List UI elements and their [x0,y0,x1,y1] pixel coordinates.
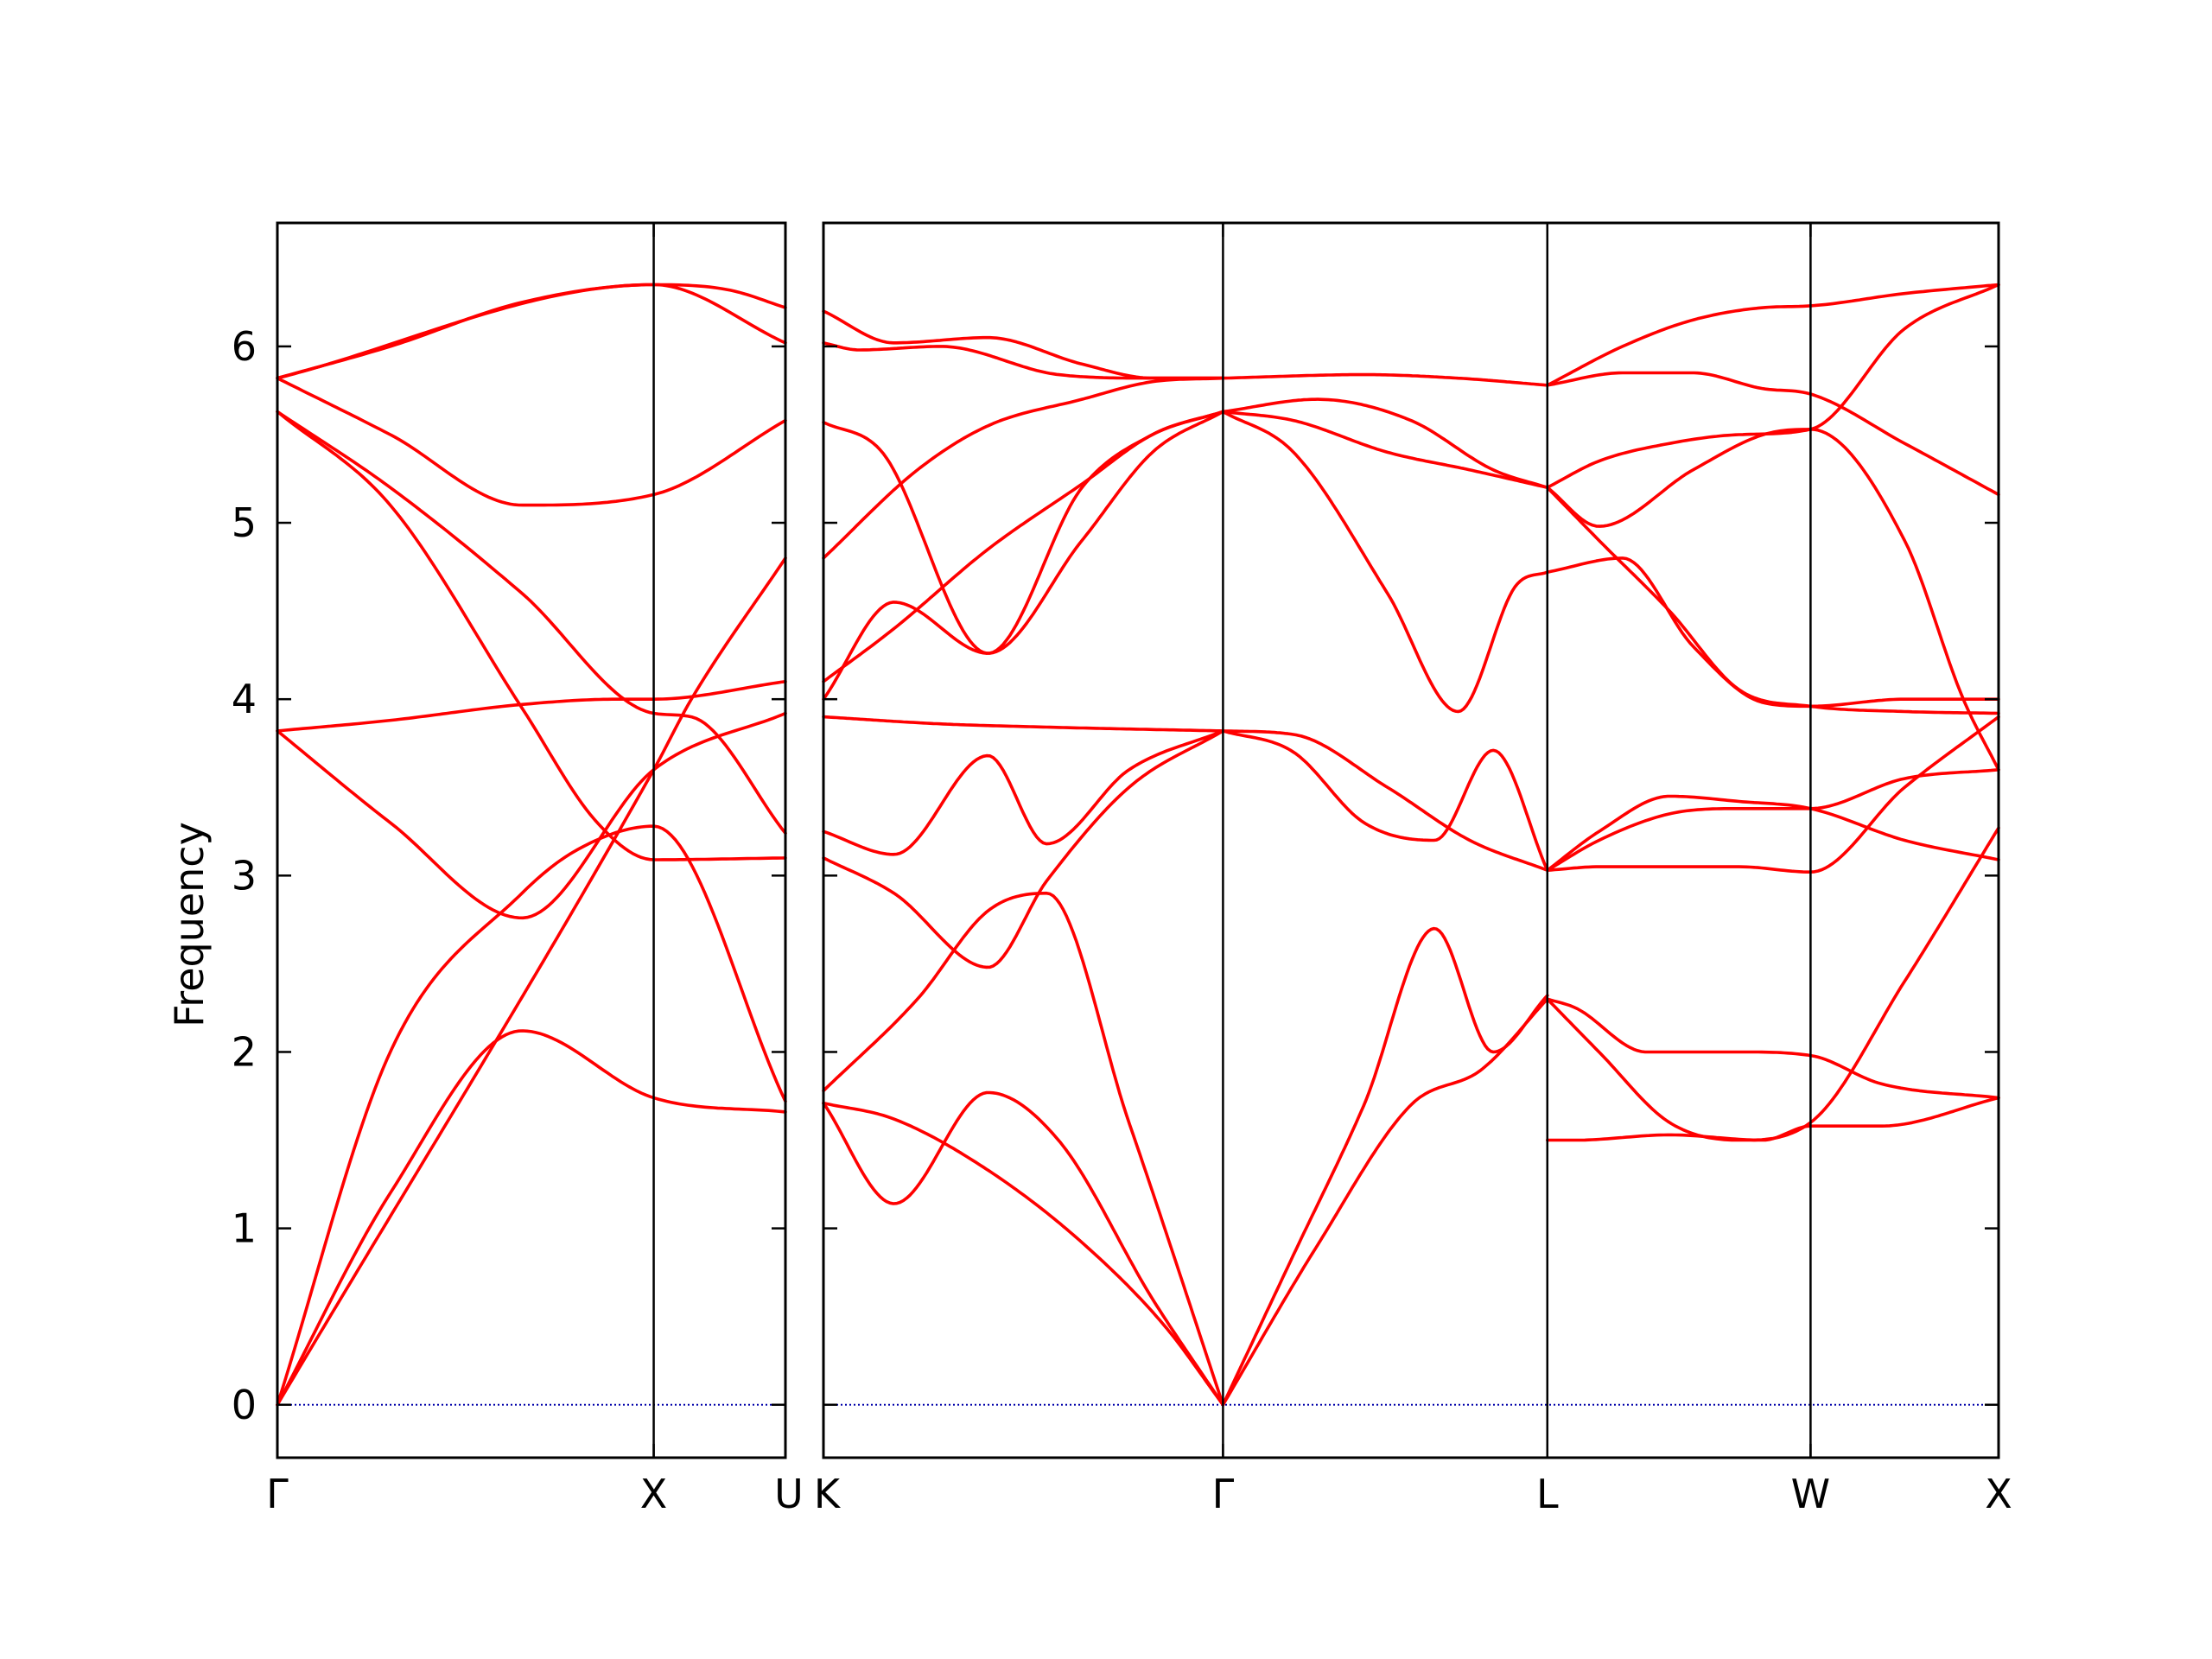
k-point-label: Γ [266,1471,289,1517]
k-point-label: Γ [1212,1471,1235,1517]
band-line [1546,997,2000,1100]
band-line [1546,283,2000,387]
plot-frame [276,221,787,1459]
band-line [822,410,1225,701]
band-line [1221,729,1549,872]
band-line [1546,794,2000,872]
band-line [1546,428,2000,772]
y-tick-label: 1 [232,1205,257,1252]
plot-frame [822,221,2000,1459]
band-line [276,711,787,920]
y-tick-label: 4 [232,676,257,722]
band-line [822,729,1225,969]
band-line [276,283,787,380]
band-line [822,341,1225,380]
band-line [1546,1096,2000,1142]
band-line [1221,997,1549,1407]
band-line [1546,826,2000,1142]
band-line [276,376,787,507]
band-line [276,1029,787,1407]
band-line [822,729,1225,856]
k-point-label: X [640,1471,668,1517]
band-line [1546,283,2000,489]
band-line [1546,486,2000,715]
k-point-label: X [1985,1471,2012,1517]
band-line [1221,397,1549,489]
y-tick-label: 5 [232,499,257,546]
band-line [822,1101,1225,1407]
band-line [276,410,787,861]
band-line [822,891,1225,1407]
band-line [822,376,1225,560]
panel-gamma-x-u: 0 1 2 3 4 5 6 Γ X U [232,221,804,1517]
band-line [1546,371,2000,497]
band-line [276,410,787,836]
y-axis-label: Frequency [166,822,213,1027]
y-tick-label: 0 [232,1382,257,1428]
band-line [1546,768,2000,872]
k-point-label: W [1791,1471,1830,1517]
y-tick-label: 2 [232,1028,257,1075]
band-line [1221,410,1549,714]
band-line [822,1090,1225,1407]
band-line [822,410,1225,655]
band-line [276,824,787,1407]
band-line [1221,926,1549,1407]
band-line [1221,729,1549,872]
band-line [276,556,787,1407]
band-line [1221,410,1549,489]
k-point-label: L [1536,1471,1559,1517]
k-point-label: K [814,1471,842,1517]
k-point-label: U [774,1471,804,1517]
band-line [822,715,1225,733]
band-line [1221,372,1549,387]
band-line [1546,556,2000,709]
y-tick-label: 3 [232,852,257,899]
band-line [276,680,787,733]
band-line [276,283,787,380]
band-line [1546,715,2000,874]
y-tick-label: 6 [232,323,257,370]
